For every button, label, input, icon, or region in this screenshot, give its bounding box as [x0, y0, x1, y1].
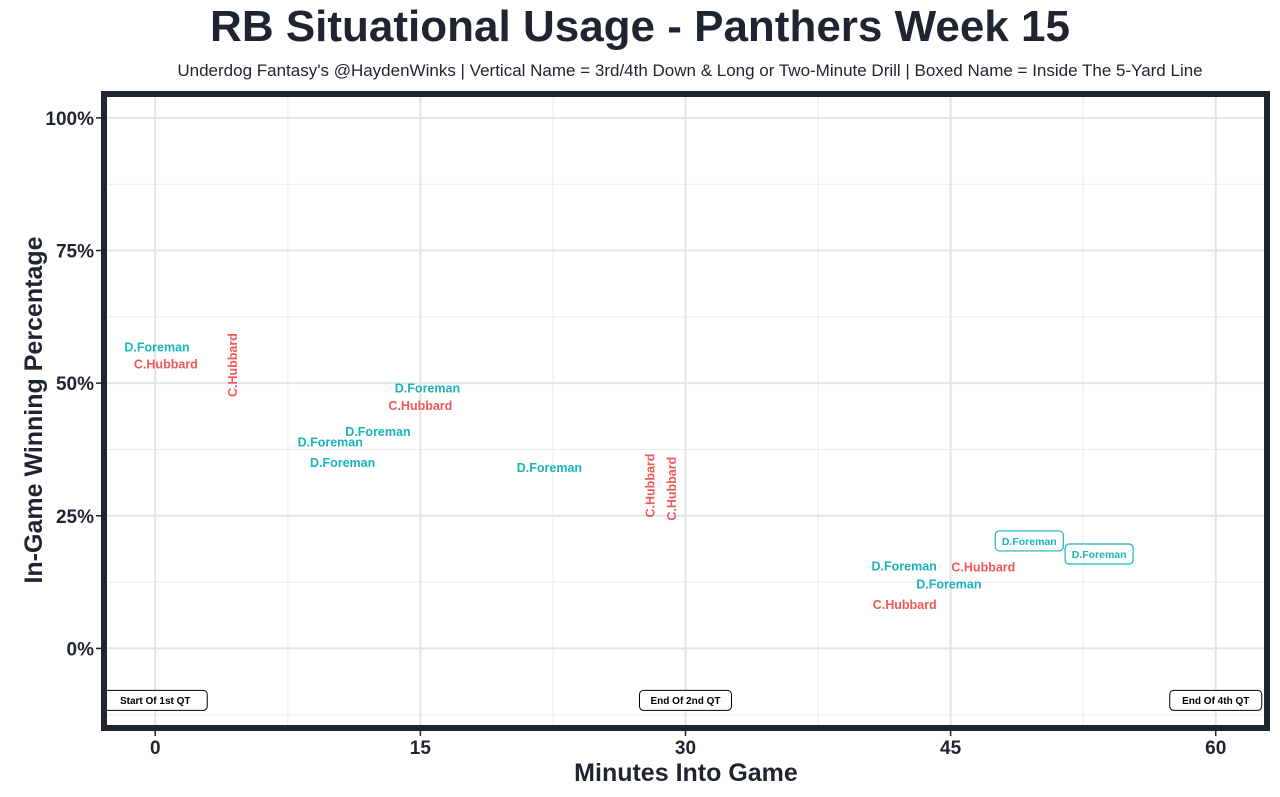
- y-tick-label: 0%: [67, 639, 95, 660]
- chart-subtitle: Underdog Fantasy's @HaydenWinks | Vertic…: [177, 61, 1203, 80]
- point-label: D.Foreman: [298, 436, 363, 450]
- y-axis-label: In-Game Winning Percentage: [20, 236, 48, 583]
- point-label: C.Hubbard: [134, 358, 198, 372]
- y-tick-label: 50%: [56, 374, 94, 395]
- plot-border: [101, 91, 1270, 731]
- y-tick-label: 100%: [45, 109, 94, 130]
- x-tick-label: 15: [410, 738, 432, 759]
- point-label: D.Foreman: [872, 560, 937, 574]
- quarter-annotation: Start Of 1st QT: [120, 696, 191, 707]
- quarter-annotation: End Of 4th QT: [1182, 696, 1249, 707]
- point-label: D.Foreman: [916, 578, 981, 592]
- point-label: D.Foreman: [1072, 549, 1127, 561]
- x-tick-label: 0: [150, 738, 161, 759]
- point-label: C.Hubbard: [388, 399, 452, 413]
- point-label-box: [994, 530, 1064, 552]
- x-axis-label: Minutes Into Game: [574, 759, 798, 787]
- x-tick-label: 45: [940, 738, 962, 759]
- point-label: D.Foreman: [310, 456, 375, 470]
- point-label: D.Foreman: [345, 425, 410, 439]
- point-label: C.Hubbard: [873, 598, 937, 612]
- x-tick-label: 30: [675, 738, 696, 759]
- point-label: D.Foreman: [1002, 536, 1057, 548]
- y-tick-label: 75%: [56, 242, 94, 263]
- annotation-box: [639, 689, 732, 711]
- y-tick-label: 25%: [56, 507, 94, 528]
- point-label: C.Hubbard: [643, 454, 657, 518]
- point-label: C.Hubbard: [226, 333, 240, 397]
- point-label: D.Foreman: [395, 382, 460, 396]
- point-label: C.Hubbard: [951, 561, 1015, 575]
- x-tick-label: 60: [1205, 738, 1226, 759]
- chart-title: RB Situational Usage - Panthers Week 15: [210, 2, 1070, 51]
- point-label-box: [1064, 543, 1134, 565]
- point-label: D.Foreman: [124, 341, 189, 355]
- point-label: C.Hubbard: [665, 457, 679, 521]
- quarter-annotation: End Of 2nd QT: [651, 696, 721, 707]
- annotation-box: [1169, 689, 1263, 711]
- point-label: D.Foreman: [517, 461, 582, 475]
